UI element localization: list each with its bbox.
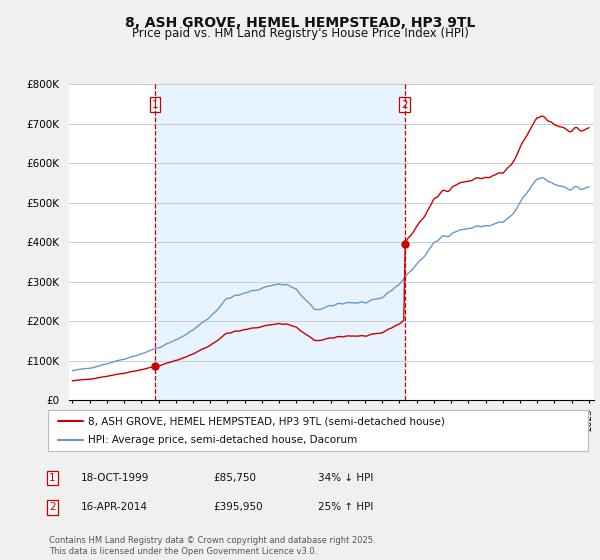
Text: Price paid vs. HM Land Registry's House Price Index (HPI): Price paid vs. HM Land Registry's House … [131, 27, 469, 40]
Text: Contains HM Land Registry data © Crown copyright and database right 2025.
This d: Contains HM Land Registry data © Crown c… [49, 536, 376, 556]
Text: 1: 1 [49, 473, 56, 483]
Text: £395,950: £395,950 [213, 502, 263, 512]
Text: HPI: Average price, semi-detached house, Dacorum: HPI: Average price, semi-detached house,… [89, 435, 358, 445]
Text: 2: 2 [49, 502, 56, 512]
Text: 8, ASH GROVE, HEMEL HEMPSTEAD, HP3 9TL: 8, ASH GROVE, HEMEL HEMPSTEAD, HP3 9TL [125, 16, 475, 30]
Text: £85,750: £85,750 [213, 473, 256, 483]
Text: 18-OCT-1999: 18-OCT-1999 [81, 473, 149, 483]
Text: 16-APR-2014: 16-APR-2014 [81, 502, 148, 512]
Text: 1: 1 [152, 100, 158, 110]
Text: 8, ASH GROVE, HEMEL HEMPSTEAD, HP3 9TL (semi-detached house): 8, ASH GROVE, HEMEL HEMPSTEAD, HP3 9TL (… [89, 417, 445, 426]
Bar [155, 84, 404, 400]
Text: 2: 2 [401, 100, 408, 110]
Text: 25% ↑ HPI: 25% ↑ HPI [318, 502, 373, 512]
Text: 34% ↓ HPI: 34% ↓ HPI [318, 473, 373, 483]
